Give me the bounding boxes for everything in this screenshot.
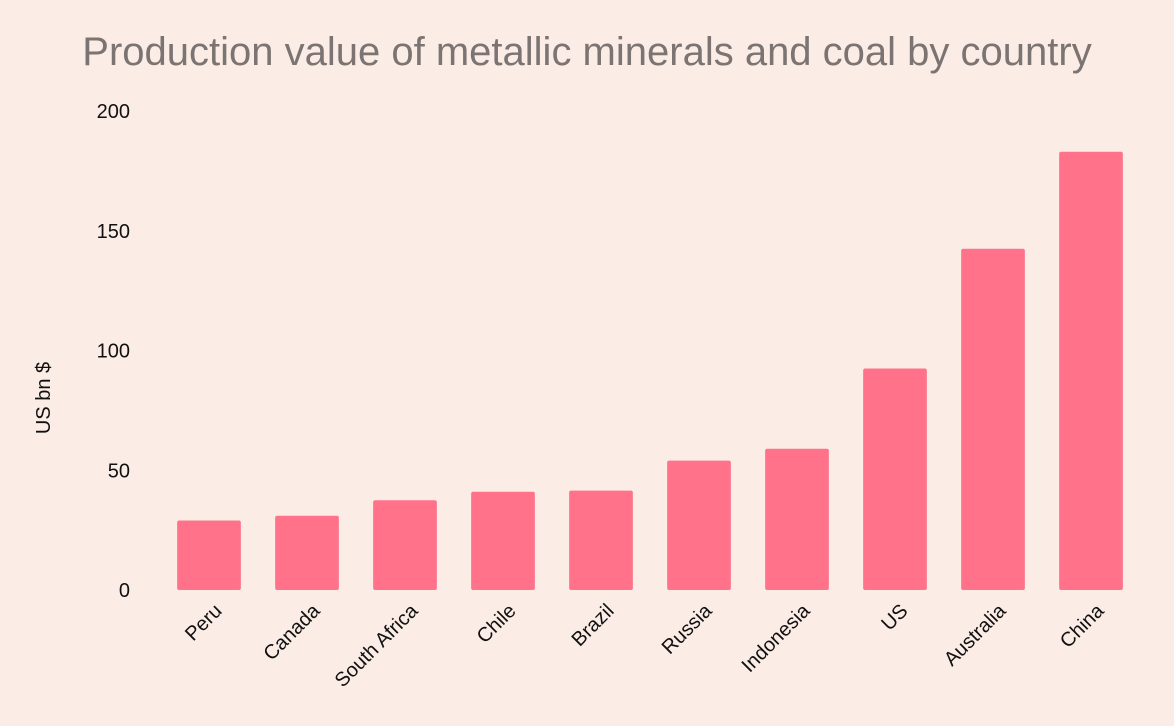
bar-peru — [177, 520, 241, 590]
bar-canada — [275, 515, 339, 590]
x-tick-label: Australia — [940, 599, 1011, 670]
x-tick-label: Canada — [259, 599, 325, 665]
x-tick-label: China — [1056, 599, 1109, 652]
y-tick-label: 50 — [108, 460, 130, 482]
bar-russia — [667, 460, 731, 590]
x-tick-label: Brazil — [568, 600, 619, 651]
bar-australia — [961, 248, 1025, 590]
y-tick-label: 100 — [97, 341, 130, 363]
y-axis-label: US bn $ — [33, 362, 55, 434]
chart-title: Production value of metallic minerals an… — [82, 30, 1092, 74]
bar-us — [863, 368, 927, 590]
x-axis-ticks: Peru Canada South Africa Chile Brazil Russia I… — [181, 599, 1109, 691]
y-tick-label: 0 — [119, 580, 130, 602]
bar-indonesia — [765, 448, 829, 590]
bar-brazil — [569, 490, 633, 590]
x-tick-label: Chile — [473, 600, 521, 648]
x-tick-label: South Africa — [331, 599, 423, 691]
x-tick-label: Indonesia — [738, 599, 816, 677]
y-tick-label: 200 — [97, 101, 130, 123]
y-axis-ticks: 0 50 100 150 200 — [97, 101, 130, 602]
bar-china — [1059, 151, 1123, 590]
x-tick-label: Peru — [181, 600, 226, 645]
x-tick-label: Russia — [658, 599, 717, 658]
bar-south-africa — [373, 500, 437, 590]
x-tick-label: US — [877, 600, 912, 635]
bars-group — [177, 151, 1123, 590]
bar-chile — [471, 491, 535, 590]
y-tick-label: 150 — [97, 221, 130, 243]
